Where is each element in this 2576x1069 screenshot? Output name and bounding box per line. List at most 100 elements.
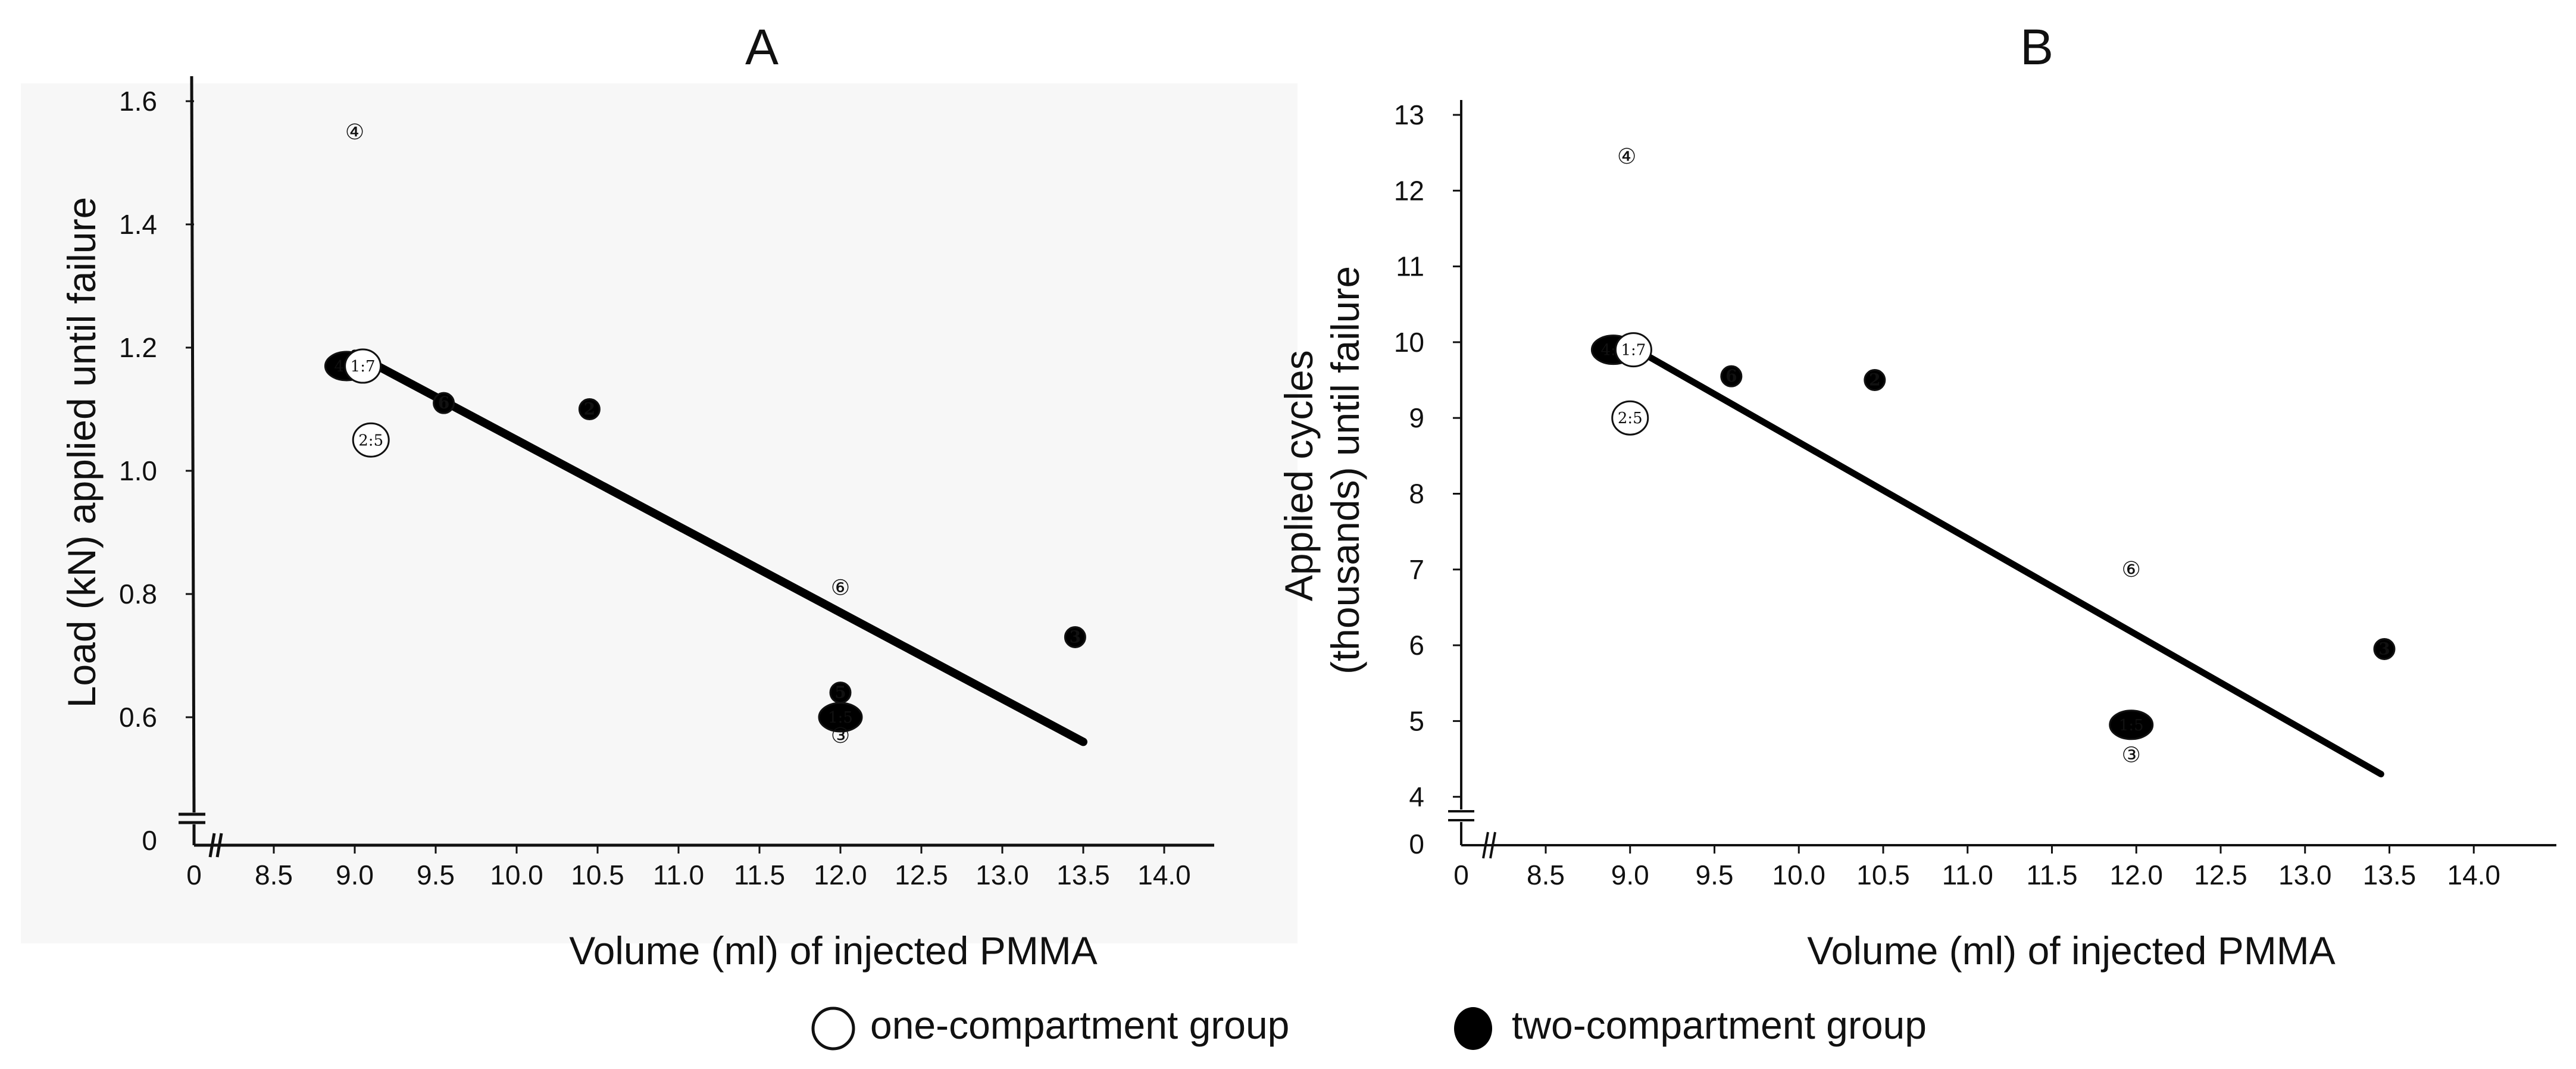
panel-a-data-point: 2:5 <box>352 422 390 458</box>
panel-b-point-marker <box>1864 369 1886 392</box>
panel-b-point-marker <box>1614 332 1652 368</box>
panel-a-x-tick-label: 10.5 <box>571 859 624 890</box>
panel-a-point-marker <box>818 702 863 733</box>
panel-b-data-point: 2 <box>1864 369 1886 392</box>
panel-b-data-point: 3 <box>2373 637 2396 660</box>
panel-b-x-break-1 <box>1482 832 1489 859</box>
panel-a-y-tick-label: 0 <box>142 825 157 856</box>
panel-a-y-axis-upper <box>190 76 196 813</box>
panel-a-x-tick-label: 8.5 <box>255 859 293 890</box>
panel-a-x-tick-label: 10.0 <box>490 859 543 890</box>
legend: one-compartment group two-compartment gr… <box>811 1003 1927 1051</box>
panel-b-point-marker <box>2373 637 2396 660</box>
panel-a-point-label: ④ <box>345 120 364 145</box>
panel-b-y-tick-label: 12 <box>1394 175 1424 206</box>
panel-a-x-break-1 <box>208 833 216 858</box>
panel-a-x-axis-title: Volume (ml) of injected PMMA <box>569 929 1098 973</box>
panel-a-x-tick-label: 9.0 <box>336 859 374 890</box>
panel-b-x-tick-label: 14.0 <box>2447 859 2500 890</box>
panel-b-y-axis-title-line-2: (thousands) until failure <box>1323 266 1367 674</box>
panel-a-data-point: 1:7 <box>344 348 382 384</box>
panel-b-x-tick-label: 0 <box>1453 859 1469 890</box>
panel-a-data-point: 2 <box>578 398 601 420</box>
panel-b-point-label: 2 <box>1869 370 1880 390</box>
panel-a-point-marker <box>352 422 390 458</box>
panel-b-point-label: 1:7 <box>1621 342 1646 360</box>
panel-b-x-tick-label: 11.5 <box>2026 859 2077 890</box>
panel-a-point-marker <box>344 348 382 384</box>
panel-b-point-label: 6 <box>1725 366 1737 386</box>
panel-b-y-tick-label: 9 <box>1409 402 1424 433</box>
panel-b-data-point: ③ <box>2122 743 2141 768</box>
legend-two-compartment-label: two-compartment group <box>1512 1003 1927 1047</box>
panel-a-point-label: 1:7 <box>351 358 376 376</box>
panel-a-data-point: ⑥ <box>831 576 850 601</box>
panel-a-y-tick-label: 1.4 <box>119 209 157 240</box>
panel-b-x-tick-label: 13.0 <box>2278 859 2332 890</box>
panel-b-point-label: 3 <box>2378 639 2390 658</box>
panel-a-x-tick-label: 13.0 <box>976 859 1029 890</box>
panel-a-point-label: 2:5 <box>358 432 383 449</box>
legend-two-compartment-marker <box>1454 1007 1492 1050</box>
panel-a-x-tick-label: 9.5 <box>417 859 455 890</box>
panel-a-x-tick-label: 11.0 <box>653 859 704 890</box>
panel-b-point-label: ⑥ <box>2122 558 2141 582</box>
panel-a-point-label: 5 <box>834 683 846 702</box>
panel-b-data-point: 2:5 <box>1611 400 1649 436</box>
panel-a-y-tick-label: 1.0 <box>119 455 157 486</box>
panel-b-ticks: 0 8.5 9.0 9.5 10.0 10.5 11.0 11.5 12.0 12.5 13.0 13… <box>1394 99 2500 890</box>
panel-a-data-point: ④ <box>345 120 364 145</box>
panel-b-y-tick-label: 5 <box>1409 705 1424 736</box>
panel-b-y-tick-label: 6 <box>1409 630 1424 661</box>
legend-one-compartment-marker <box>811 1007 855 1051</box>
panel-a-y-tick-label: 1.2 <box>119 332 157 363</box>
panel-b-y-tick-label: 0 <box>1409 829 1424 859</box>
panel-b-x-break-2 <box>1489 832 1496 859</box>
panel-a-y-tick-label: 0.6 <box>119 702 157 733</box>
panel-a-point-label: ③ <box>831 724 850 748</box>
panel-a-x-break-2 <box>215 833 223 858</box>
panel-b-y-tick-label: 4 <box>1409 782 1424 812</box>
panel-a-x-tick-label: 12.5 <box>895 859 948 890</box>
panel-b-regression-line <box>1627 342 2384 778</box>
panel-b-x-axis-title: Volume (ml) of injected PMMA <box>1807 929 2336 973</box>
panel-b-point-marker <box>1720 365 1743 387</box>
panel-a-axes <box>179 76 1214 858</box>
panel-b-x-tick-label: 10.0 <box>1772 859 1825 890</box>
panel-b-x-tick-label: 12.0 <box>2109 859 2163 890</box>
panel-b-data-point: 1:5 <box>2109 709 2154 740</box>
panel-a-point-marker <box>1064 626 1086 648</box>
panel-a-regression-line <box>351 349 1087 746</box>
panel-b-data-point: 1:7 <box>1614 332 1652 368</box>
panel-b-point-label: ③ <box>2122 743 2141 768</box>
panel-a-point-label: ⑥ <box>831 576 850 601</box>
panel-b-y-tick-label: 13 <box>1394 99 1424 130</box>
panel-b-point-marker <box>2109 709 2154 740</box>
panel-a-data-point: 3 <box>1064 626 1086 648</box>
panel-a-y-axis-title: Load (kN) applied until failure <box>60 197 104 708</box>
panel-a-data-point: 1:5 <box>818 702 863 733</box>
panel-a-point-label: 2 <box>584 399 595 419</box>
panel-a-x-tick-label: 14.0 <box>1137 859 1191 890</box>
panel-b-x-tick-label: 9.0 <box>1611 859 1649 890</box>
panel-b-x-tick-label: 11.0 <box>1942 859 1993 890</box>
panel-b-y-tick-label: 8 <box>1409 479 1424 510</box>
panel-a-point-label: 1:5 <box>828 709 853 727</box>
panel-b-point-label: 1:5 <box>2119 717 2144 734</box>
panel-a-point-marker <box>578 398 601 420</box>
panel-b-x-tick-label: 9.5 <box>1696 859 1734 890</box>
panel-a-data-point: 6 <box>433 392 455 414</box>
panel-a-point-label: 3 <box>1070 627 1081 646</box>
panel-b-y-axis-title: Applied cycles (thousands) until failure <box>1277 266 1367 674</box>
panel-b-data-point: ⑥ <box>2122 558 2141 582</box>
panel-b-points: ④4:11:72:56 2⑥1:5③3 <box>1590 145 2396 768</box>
legend-one-compartment-label: one-compartment group <box>870 1003 1289 1047</box>
panel-a-ticks: 0 8.5 9.0 9.5 10.0 10.5 11.0 11.5 12.0 12.5 13.0 13… <box>119 86 1191 890</box>
panel-b-axes <box>1448 100 2556 859</box>
panel-b-y-tick-label: 10 <box>1394 327 1424 358</box>
panel-b-point-label: 2:5 <box>1618 410 1643 427</box>
panel-b-x-tick-label: 8.5 <box>1527 859 1565 890</box>
panel-b-x-tick-label: 10.5 <box>1856 859 1910 890</box>
